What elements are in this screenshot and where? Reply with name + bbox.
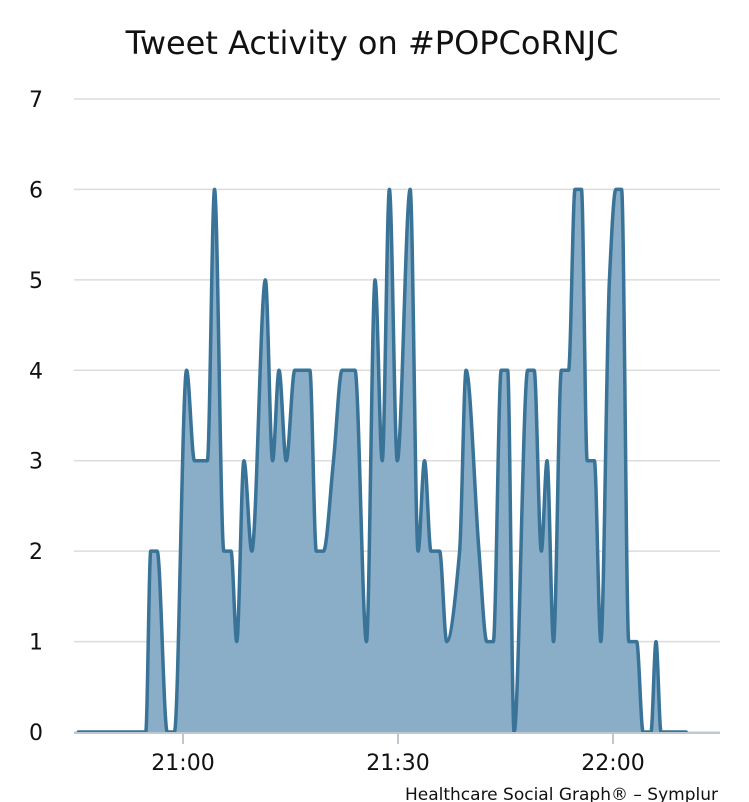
y-tick-label-2: 2 xyxy=(29,540,43,565)
y-tick-label-6: 6 xyxy=(29,178,43,203)
x-tick-label-0: 21:00 xyxy=(151,751,214,776)
chart-title: Tweet Activity on #POPCoRNJC xyxy=(125,24,619,62)
x-tick-label-1: 21:30 xyxy=(366,751,429,776)
y-tick-label-5: 5 xyxy=(29,269,43,294)
y-tick-label-3: 3 xyxy=(29,450,43,475)
y-tick-label-0: 0 xyxy=(29,721,43,746)
chart-credit: Healthcare Social Graph® – Symplur xyxy=(405,785,718,802)
x-axis: 21:00 21:30 22:00 xyxy=(74,732,720,776)
y-axis-tick-labels: 0 1 2 3 4 5 6 7 xyxy=(29,88,43,746)
y-tick-label-1: 1 xyxy=(29,631,43,656)
series-line xyxy=(76,187,688,734)
y-tick-label-7: 7 xyxy=(29,88,43,113)
y-tick-label-4: 4 xyxy=(29,359,43,384)
x-tick-label-2: 22:00 xyxy=(581,751,644,776)
series-area xyxy=(76,187,688,734)
